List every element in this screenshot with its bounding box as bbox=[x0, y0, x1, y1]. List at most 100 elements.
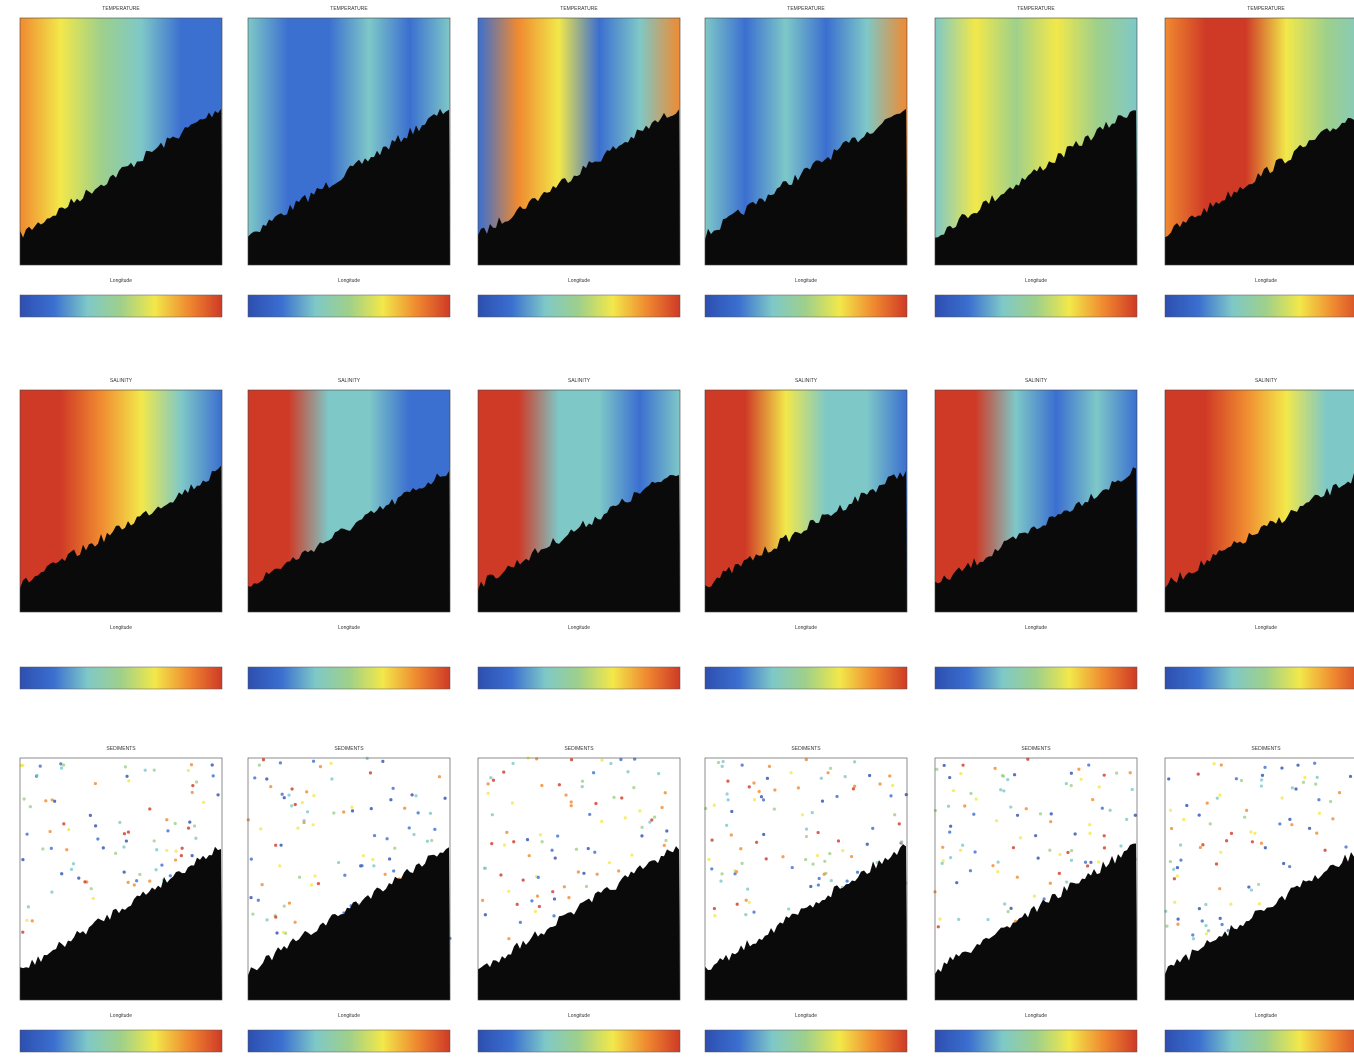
dot bbox=[294, 921, 297, 924]
dot bbox=[481, 899, 484, 902]
dot bbox=[1318, 812, 1321, 815]
dot bbox=[713, 804, 716, 807]
dot bbox=[1204, 924, 1207, 927]
dot bbox=[51, 798, 54, 801]
dot bbox=[62, 763, 65, 766]
dot bbox=[817, 883, 820, 886]
panel-title: SEDIMENTS bbox=[1021, 746, 1051, 752]
dot bbox=[727, 798, 730, 801]
dot bbox=[1066, 851, 1069, 854]
colorbar bbox=[935, 295, 1137, 317]
dot bbox=[507, 937, 510, 940]
dot bbox=[1070, 849, 1073, 852]
colorbar bbox=[20, 295, 222, 317]
panel: SEDIMENTSLongitude bbox=[247, 746, 452, 1052]
dot bbox=[114, 852, 117, 855]
dot bbox=[124, 765, 127, 768]
dot bbox=[837, 839, 840, 842]
dot bbox=[600, 759, 603, 762]
dot bbox=[262, 758, 265, 761]
dot bbox=[592, 771, 595, 774]
dot bbox=[1198, 814, 1201, 817]
dot bbox=[538, 905, 541, 908]
dot bbox=[1034, 834, 1037, 837]
dot bbox=[829, 767, 832, 770]
panel-title: TEMPERATURE bbox=[1247, 6, 1285, 12]
dot bbox=[279, 844, 282, 847]
dot bbox=[805, 835, 808, 838]
colorbar bbox=[248, 667, 450, 689]
dot bbox=[1088, 823, 1091, 826]
dot bbox=[426, 840, 429, 843]
dot bbox=[948, 776, 951, 779]
dot bbox=[835, 795, 838, 798]
dot bbox=[430, 839, 433, 842]
dot bbox=[553, 897, 556, 900]
dot bbox=[641, 826, 644, 829]
dot bbox=[768, 765, 771, 768]
dot bbox=[748, 901, 751, 904]
dot bbox=[372, 864, 375, 867]
dot bbox=[1077, 768, 1080, 771]
dot bbox=[1281, 796, 1284, 799]
dot bbox=[811, 811, 814, 814]
dot bbox=[781, 855, 784, 858]
dot bbox=[102, 846, 105, 849]
dot bbox=[730, 833, 733, 836]
dot bbox=[653, 816, 656, 819]
dot bbox=[949, 856, 952, 859]
dot bbox=[1282, 862, 1285, 865]
dot bbox=[1131, 788, 1134, 791]
dot bbox=[726, 780, 729, 783]
dot bbox=[1316, 776, 1319, 779]
dot bbox=[181, 847, 184, 850]
dot bbox=[1260, 778, 1263, 781]
dot bbox=[392, 869, 395, 872]
dot bbox=[593, 851, 596, 854]
dot bbox=[283, 796, 286, 799]
dot bbox=[48, 830, 51, 833]
dot bbox=[29, 805, 32, 808]
dot bbox=[1006, 778, 1009, 781]
dot bbox=[626, 770, 629, 773]
dot bbox=[624, 816, 627, 819]
dot bbox=[567, 896, 570, 899]
dot bbox=[366, 757, 369, 760]
dot bbox=[490, 842, 493, 845]
dot bbox=[274, 916, 277, 919]
dot bbox=[752, 781, 755, 784]
dot bbox=[190, 763, 193, 766]
dot bbox=[762, 798, 765, 801]
dot bbox=[1164, 910, 1167, 913]
dot bbox=[65, 848, 68, 851]
dot bbox=[596, 873, 599, 876]
dot bbox=[975, 798, 978, 801]
dot bbox=[70, 868, 73, 871]
dot bbox=[1115, 772, 1118, 775]
dot bbox=[1207, 929, 1210, 932]
dot bbox=[1296, 764, 1299, 767]
dot bbox=[554, 856, 557, 859]
dot bbox=[258, 764, 261, 767]
dot bbox=[92, 897, 95, 900]
panel-title: SALINITY bbox=[110, 378, 133, 384]
panel-title: TEMPERATURE bbox=[1017, 6, 1055, 12]
dot bbox=[1058, 872, 1061, 875]
panel: SEDIMENTSLongitude bbox=[704, 746, 908, 1052]
colorbar bbox=[248, 1030, 450, 1052]
dot bbox=[755, 841, 758, 844]
dot bbox=[536, 894, 539, 897]
dot bbox=[313, 874, 316, 877]
dot bbox=[123, 832, 126, 835]
dot bbox=[1329, 800, 1332, 803]
dot bbox=[665, 829, 668, 832]
dot bbox=[50, 891, 53, 894]
dot bbox=[526, 838, 529, 841]
dot bbox=[617, 869, 620, 872]
dot bbox=[125, 775, 128, 778]
dot bbox=[612, 796, 615, 799]
dot bbox=[1245, 809, 1248, 812]
dot bbox=[828, 852, 831, 855]
dot bbox=[1002, 789, 1005, 792]
dot bbox=[1331, 817, 1334, 820]
